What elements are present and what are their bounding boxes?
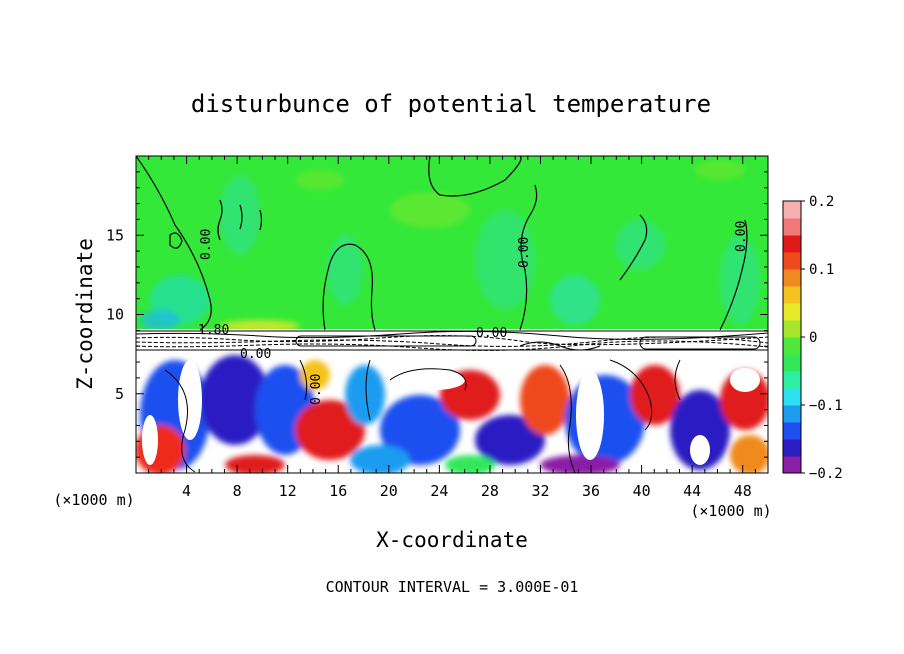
inversion-contours	[136, 330, 768, 351]
colorbar-swatch	[783, 456, 801, 474]
colorbar-swatch	[783, 320, 801, 338]
colorbar-swatch	[783, 218, 801, 236]
contour-label: 0.00	[734, 221, 749, 252]
colorbar-swatch	[783, 371, 801, 389]
colorbar-swatch	[783, 422, 801, 440]
colorbar-swatch	[783, 252, 801, 270]
x-axis-title: X-coordinate	[376, 528, 528, 552]
colorbar-tick-label: −0.2	[809, 466, 843, 482]
colorbar-tick-label: 0	[809, 330, 817, 346]
contour-label: 0.00	[240, 347, 271, 362]
colorbar-swatch	[783, 286, 801, 304]
y-axis-unit-label: (×1000 m)	[53, 491, 134, 509]
colorbar-tick-label: −0.1	[809, 398, 843, 414]
plot-area	[136, 156, 768, 473]
contour-label: 0.00	[476, 326, 507, 341]
field-lower-highlights	[142, 360, 760, 465]
colorbar-swatch	[783, 388, 801, 406]
colorbar-swatch	[783, 235, 801, 253]
colorbar-swatch	[783, 439, 801, 457]
x-tick-label: 8	[233, 482, 242, 500]
x-tick-label: 44	[683, 482, 701, 500]
chart-title: disturbunce of potential temperature	[191, 90, 711, 118]
x-tick-label: 48	[734, 482, 752, 500]
colorbar-swatch	[783, 354, 801, 372]
x-axis-unit-label: (×1000 m)	[690, 502, 771, 520]
contour-label: 1.80	[198, 323, 229, 338]
y-axis: 5 10 15	[106, 171, 768, 458]
colorbar-swatch	[783, 405, 801, 423]
x-tick-label: 12	[279, 482, 297, 500]
x-tick-label: 4	[182, 482, 191, 500]
y-tick-label: 5	[115, 385, 124, 403]
lower-contours	[164, 359, 681, 473]
x-tick-label: 36	[582, 482, 600, 500]
contour-label: 0.00	[199, 229, 214, 260]
x-tick-label: 28	[481, 482, 499, 500]
contour-label: 0.00	[517, 237, 532, 268]
colorbar-swatch	[783, 201, 801, 219]
x-tick-label: 24	[430, 482, 448, 500]
colorbar-swatch	[783, 337, 801, 355]
y-axis-title: Z-coordinate	[73, 238, 97, 390]
x-tick-label: 20	[380, 482, 398, 500]
y-tick-label: 15	[106, 226, 124, 244]
contour-label-layer: 0.00 0.00 0.00 0.00 0.00 1.80 0.00	[198, 221, 749, 405]
colorbar: 0.2 0.1 0 −0.1 −0.2	[782, 194, 843, 482]
contour-interval-footer: CONTOUR INTERVAL = 3.000E-01	[326, 578, 579, 596]
colorbar-swatch	[783, 303, 801, 321]
contour-label: 0.00	[309, 374, 324, 405]
colorbar-tick-label: 0.2	[809, 194, 834, 210]
x-tick-label: 16	[329, 482, 347, 500]
x-axis: 4 8 12 16 20 24 28 32 36 40 44 48	[148, 156, 756, 500]
x-tick-label: 40	[633, 482, 651, 500]
zero-contours	[136, 156, 748, 331]
x-tick-label: 32	[531, 482, 549, 500]
colorbar-tick-label: 0.1	[809, 262, 834, 278]
y-tick-label: 10	[106, 306, 124, 324]
colorbar-swatch	[783, 269, 801, 287]
